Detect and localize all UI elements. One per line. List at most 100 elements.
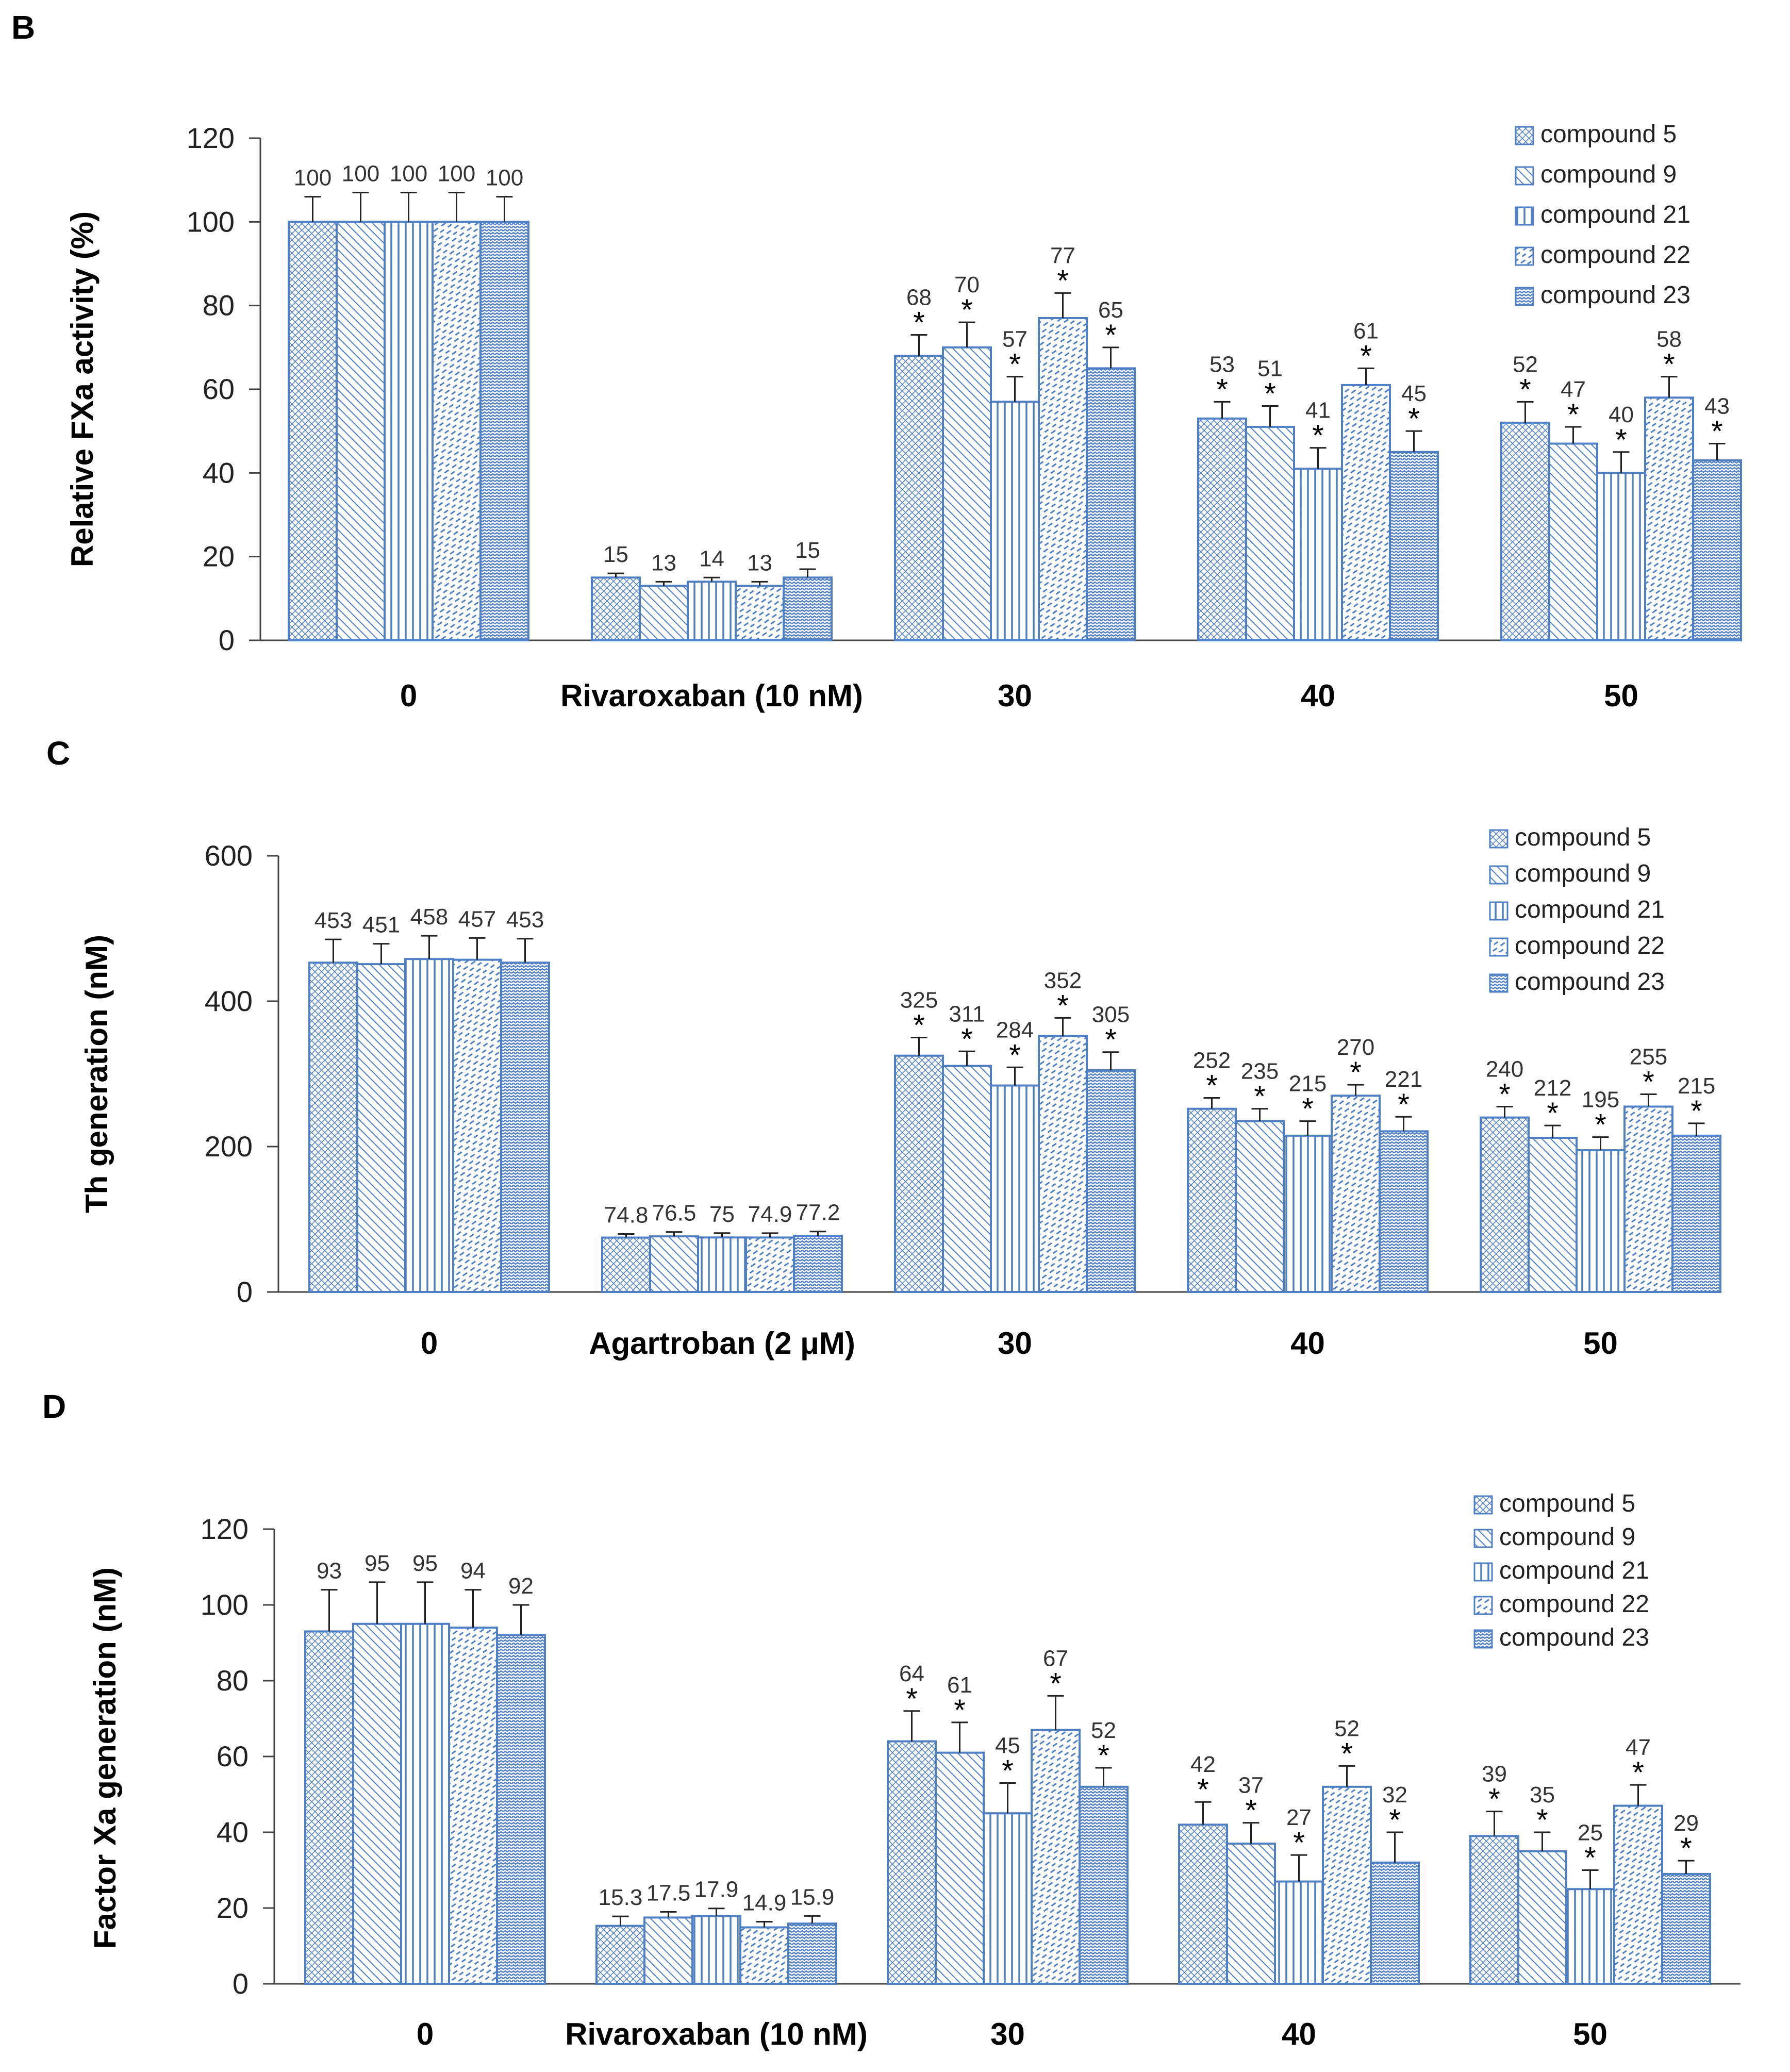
- data-label: 221: [1385, 1067, 1422, 1092]
- x-category-label: 50: [1573, 2017, 1607, 2051]
- significance-star: *: [1293, 1826, 1305, 1860]
- data-label: 58: [1656, 327, 1682, 352]
- significance-star: *: [1057, 989, 1069, 1022]
- significance-star: *: [1050, 1667, 1062, 1700]
- data-label: 100: [342, 161, 379, 187]
- bar: [595, 1925, 645, 1985]
- bar: [990, 1084, 1040, 1294]
- y-tick-label: 60: [217, 1740, 248, 1772]
- data-label: 284: [996, 1017, 1034, 1042]
- data-label: 17.5: [647, 1880, 691, 1905]
- significance-star: *: [1595, 1108, 1606, 1142]
- data-label: 45: [995, 1733, 1020, 1758]
- data-label: 52: [1513, 352, 1538, 377]
- data-label: 95: [364, 1551, 390, 1576]
- x-category-label: 40: [1290, 1326, 1325, 1361]
- significance-star: *: [1002, 1754, 1014, 1787]
- bar: [639, 585, 689, 641]
- bar: [942, 346, 992, 641]
- bar: [1226, 1843, 1276, 1985]
- data-label: 76.5: [652, 1201, 697, 1226]
- data-label: 77: [1050, 243, 1075, 268]
- bar: [352, 1622, 402, 1985]
- chart-panel-d: D Factor Xa generation (nM) 0 20 40 60 80 100 12…: [42, 1388, 1741, 2051]
- bar: [1245, 426, 1295, 641]
- significance-star: *: [1312, 419, 1324, 453]
- data-label: 100: [438, 161, 475, 187]
- bar: [601, 1236, 651, 1293]
- bar: [1197, 417, 1247, 641]
- bar: [404, 958, 454, 1293]
- significance-star: *: [1216, 373, 1228, 406]
- y-tick-label: 0: [219, 624, 235, 656]
- bar: [739, 1926, 789, 1985]
- data-label: 77.2: [796, 1200, 840, 1225]
- data-label: 270: [1337, 1035, 1374, 1060]
- significance-star: *: [1690, 1095, 1702, 1128]
- legend-entry: compound 22: [1515, 932, 1665, 959]
- legend-swatch: [1489, 973, 1509, 993]
- bar: [691, 1915, 741, 1985]
- data-label: 14.9: [742, 1890, 787, 1915]
- bar: [1623, 1105, 1673, 1293]
- data-label: 325: [900, 988, 938, 1013]
- legend-entry: compound 5: [1499, 1490, 1635, 1517]
- y-tick-label: 20: [203, 540, 235, 573]
- legend-swatch: [1489, 865, 1509, 885]
- data-label: 39: [1482, 1762, 1507, 1787]
- data-label: 27: [1286, 1805, 1312, 1830]
- legend-entry: compound 23: [1540, 281, 1690, 309]
- bar: [1517, 1850, 1567, 1985]
- data-label: 95: [412, 1551, 438, 1576]
- bar: [1644, 396, 1694, 641]
- data-label: 215: [1289, 1071, 1327, 1097]
- bar: [1331, 1095, 1381, 1294]
- panel-label: D: [42, 1388, 66, 1425]
- data-label: 29: [1673, 1811, 1699, 1836]
- y-tick-label: 120: [201, 1513, 248, 1545]
- bar: [894, 1054, 944, 1293]
- legend-swatch: [1515, 246, 1534, 266]
- data-label: 70: [954, 272, 980, 297]
- significance-star: *: [1057, 264, 1069, 297]
- x-category-label: 40: [1301, 678, 1335, 713]
- y-tick-label: 80: [217, 1664, 248, 1697]
- data-label: 40: [1609, 402, 1634, 427]
- legend-swatch: [1515, 126, 1534, 145]
- significance-star: *: [1206, 1069, 1218, 1103]
- significance-star: *: [1009, 348, 1021, 382]
- significance-star: *: [954, 1694, 966, 1727]
- data-label: 53: [1209, 352, 1235, 377]
- data-label: 74.8: [604, 1202, 649, 1228]
- bar: [787, 1922, 837, 1985]
- bar: [983, 1812, 1033, 1985]
- data-label: 14: [699, 546, 724, 571]
- significance-star: *: [913, 306, 925, 339]
- bar: [745, 1236, 795, 1294]
- legend-entry: compound 23: [1515, 968, 1665, 996]
- data-label: 64: [899, 1661, 924, 1686]
- legend-entry: compound 21: [1515, 896, 1665, 923]
- data-label: 212: [1534, 1075, 1571, 1101]
- data-label: 100: [294, 165, 332, 191]
- x-category-label: Rivaroxaban (10 nM): [560, 678, 863, 713]
- bar: [1596, 472, 1646, 641]
- chart-panel-c: C Th generation (nM) 0 200 400 600 0 453 451 458 4…: [46, 735, 1721, 1361]
- significance-star: *: [1615, 423, 1627, 457]
- x-category-label: 0: [400, 678, 417, 713]
- data-label: 65: [1098, 297, 1123, 323]
- bar: [643, 1916, 693, 1985]
- data-label: 43: [1704, 394, 1730, 419]
- data-label: 451: [362, 913, 400, 938]
- bar: [649, 1235, 699, 1294]
- y-tick-label: 20: [217, 1892, 248, 1924]
- chart-panel-b: B Relative FXa activity (%) 0 20 40 60 80 100 12…: [11, 9, 1742, 713]
- data-label: 457: [458, 906, 496, 932]
- significance-star: *: [1567, 398, 1579, 432]
- x-category-label: 50: [1583, 1326, 1618, 1361]
- y-tick-label: 80: [203, 289, 235, 322]
- panel-label: C: [46, 735, 70, 772]
- data-label: 57: [1002, 327, 1027, 352]
- panel-label: B: [11, 9, 35, 46]
